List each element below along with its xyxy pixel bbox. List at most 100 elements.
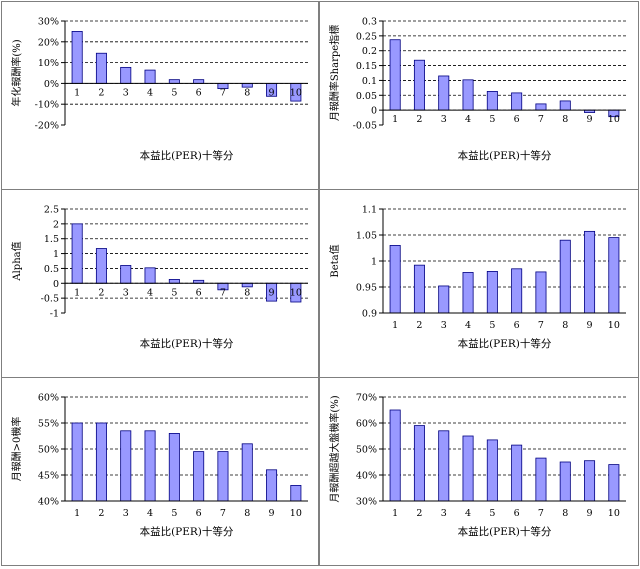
bar-2 xyxy=(95,248,107,284)
x-tick-label: 2 xyxy=(416,114,422,125)
bar-8 xyxy=(559,461,571,502)
chart-panel-beat-market-probability: 30% 40% 50% 60% 70% 1 2 3 4 5 6 7 8 9 10 本益比(PER)十等分 月報酬… xyxy=(319,377,639,566)
x-tick-label: 5 xyxy=(171,508,177,519)
bar-chart: 30% 40% 50% 60% 70% 1 2 3 4 5 6 7 8 9 10 本益比(PER)十等分 月報酬… xyxy=(328,393,626,538)
chart-panel-beta: 0.9 0.95 1 1.05 1.1 1 2 3 4 5 6 7 8 9 10 本益比(PER)十等分 Bet… xyxy=(319,189,639,378)
x-tick-label: 3 xyxy=(441,114,447,125)
bar-3 xyxy=(438,285,450,314)
y-tick-label: 1.05 xyxy=(356,231,377,242)
y-axis-title: 月報酬>0機率 xyxy=(10,417,23,482)
x-tick-label: 4 xyxy=(465,114,471,125)
x-tick-label: 1 xyxy=(74,287,80,298)
y-tick-label: -1 xyxy=(50,309,59,320)
x-tick-label: 9 xyxy=(587,114,593,125)
bar-2 xyxy=(413,59,425,111)
x-tick-label: 3 xyxy=(123,87,129,98)
x-tick-label: 5 xyxy=(489,114,495,125)
y-tick-label: 10% xyxy=(38,58,59,69)
bar-chart: 40% 45% 50% 55% 60% 1 2 3 4 5 6 7 8 9 10 本益比(PER)十等分 月報酬… xyxy=(10,393,308,538)
y-tick-label: 1 xyxy=(53,249,59,260)
x-tick-label: 2 xyxy=(98,87,104,98)
y-tick-label: 40% xyxy=(356,471,377,482)
x-tick-label: 8 xyxy=(244,287,250,298)
x-tick-label: 7 xyxy=(538,320,544,331)
bar-chart: 0.9 0.95 1 1.05 1.1 1 2 3 4 5 6 7 8 9 10 本益比(PER)十等分 Bet… xyxy=(328,205,626,350)
x-tick-label: 5 xyxy=(171,287,177,298)
bar-3 xyxy=(438,430,450,502)
x-axis-title: 本益比(PER)十等分 xyxy=(140,337,234,350)
y-tick-label: 0 xyxy=(53,279,59,290)
y-tick-label: 60% xyxy=(356,419,377,430)
x-tick-label: 4 xyxy=(147,87,153,98)
bar-1 xyxy=(71,223,83,284)
x-tick-label: 10 xyxy=(608,320,620,331)
bar-5 xyxy=(486,91,498,111)
bar-7 xyxy=(217,451,229,502)
x-tick-label: 8 xyxy=(562,320,568,331)
x-axis-title: 本益比(PER)十等分 xyxy=(458,525,552,538)
bar-9 xyxy=(266,469,278,502)
bar-5 xyxy=(168,433,180,502)
bar-5 xyxy=(486,271,498,314)
bar-3 xyxy=(438,75,450,111)
y-tick-label: 60% xyxy=(38,393,59,404)
y-tick-label: 0.1 xyxy=(362,76,377,87)
y-axis-title: Beta值 xyxy=(328,244,341,277)
x-tick-label: 10 xyxy=(290,287,302,298)
x-tick-label: 7 xyxy=(220,87,226,98)
bar-3 xyxy=(120,430,132,502)
y-tick-label: 40% xyxy=(38,497,59,508)
x-tick-label: 3 xyxy=(123,508,129,519)
y-tick-label: -0.5 xyxy=(41,294,59,305)
bar-chart: -0.05 0 0.05 0.1 0.15 0.2 0.25 0.3 1 2 3 4 5 6 7 8 9 10 本益… xyxy=(328,17,626,162)
x-tick-label: 2 xyxy=(416,320,422,331)
bar-chart: -20% -10% 0% 10% 20% 30% 1 2 3 4 5 6 7 8 9 10 本益比(PER)十等… xyxy=(10,17,308,162)
x-tick-label: 10 xyxy=(608,508,620,519)
bar-2 xyxy=(413,264,425,314)
x-tick-label: 2 xyxy=(416,508,422,519)
y-tick-label: 50% xyxy=(356,445,377,456)
bar-2 xyxy=(95,52,107,84)
x-tick-label: 8 xyxy=(562,114,568,125)
bar-5 xyxy=(168,279,180,284)
bar-1 xyxy=(389,39,401,111)
bar-9 xyxy=(584,460,596,502)
x-tick-label: 10 xyxy=(290,508,302,519)
x-tick-label: 4 xyxy=(465,508,471,519)
y-tick-label: 30% xyxy=(38,17,59,28)
x-tick-label: 1 xyxy=(74,508,80,519)
bar-10 xyxy=(290,485,302,502)
bar-8 xyxy=(559,100,571,111)
bar-6 xyxy=(193,451,205,502)
bar-4 xyxy=(144,430,156,502)
x-tick-label: 9 xyxy=(269,287,275,298)
bar-4 xyxy=(144,267,156,284)
bar-7 xyxy=(535,457,547,502)
y-tick-label: 0.25 xyxy=(356,31,377,42)
x-tick-label: 8 xyxy=(562,508,568,519)
y-axis-title: 年化報酬率(%) xyxy=(10,39,23,106)
bar-5 xyxy=(486,439,498,502)
bar-6 xyxy=(511,444,523,502)
y-tick-label: 55% xyxy=(38,419,59,430)
x-tick-label: 6 xyxy=(514,114,520,125)
x-tick-label: 3 xyxy=(123,287,129,298)
x-tick-label: 4 xyxy=(465,320,471,331)
x-tick-label: 9 xyxy=(269,508,275,519)
x-tick-label: 8 xyxy=(244,508,250,519)
y-tick-label: 0.15 xyxy=(356,61,377,72)
x-tick-label: 3 xyxy=(441,320,447,331)
x-tick-label: 9 xyxy=(269,87,275,98)
x-tick-label: 6 xyxy=(196,87,202,98)
x-axis-title: 本益比(PER)十等分 xyxy=(140,149,234,162)
y-tick-label: 0.2 xyxy=(362,46,377,57)
x-tick-label: 1 xyxy=(392,320,398,331)
x-tick-label: 6 xyxy=(514,320,520,331)
bar-4 xyxy=(462,272,474,314)
x-axis-title: 本益比(PER)十等分 xyxy=(458,337,552,350)
bar-3 xyxy=(120,265,132,284)
bar-4 xyxy=(144,69,156,84)
y-tick-label: -10% xyxy=(35,100,59,111)
y-tick-label: 50% xyxy=(38,445,59,456)
y-tick-label: 0.05 xyxy=(356,91,377,102)
